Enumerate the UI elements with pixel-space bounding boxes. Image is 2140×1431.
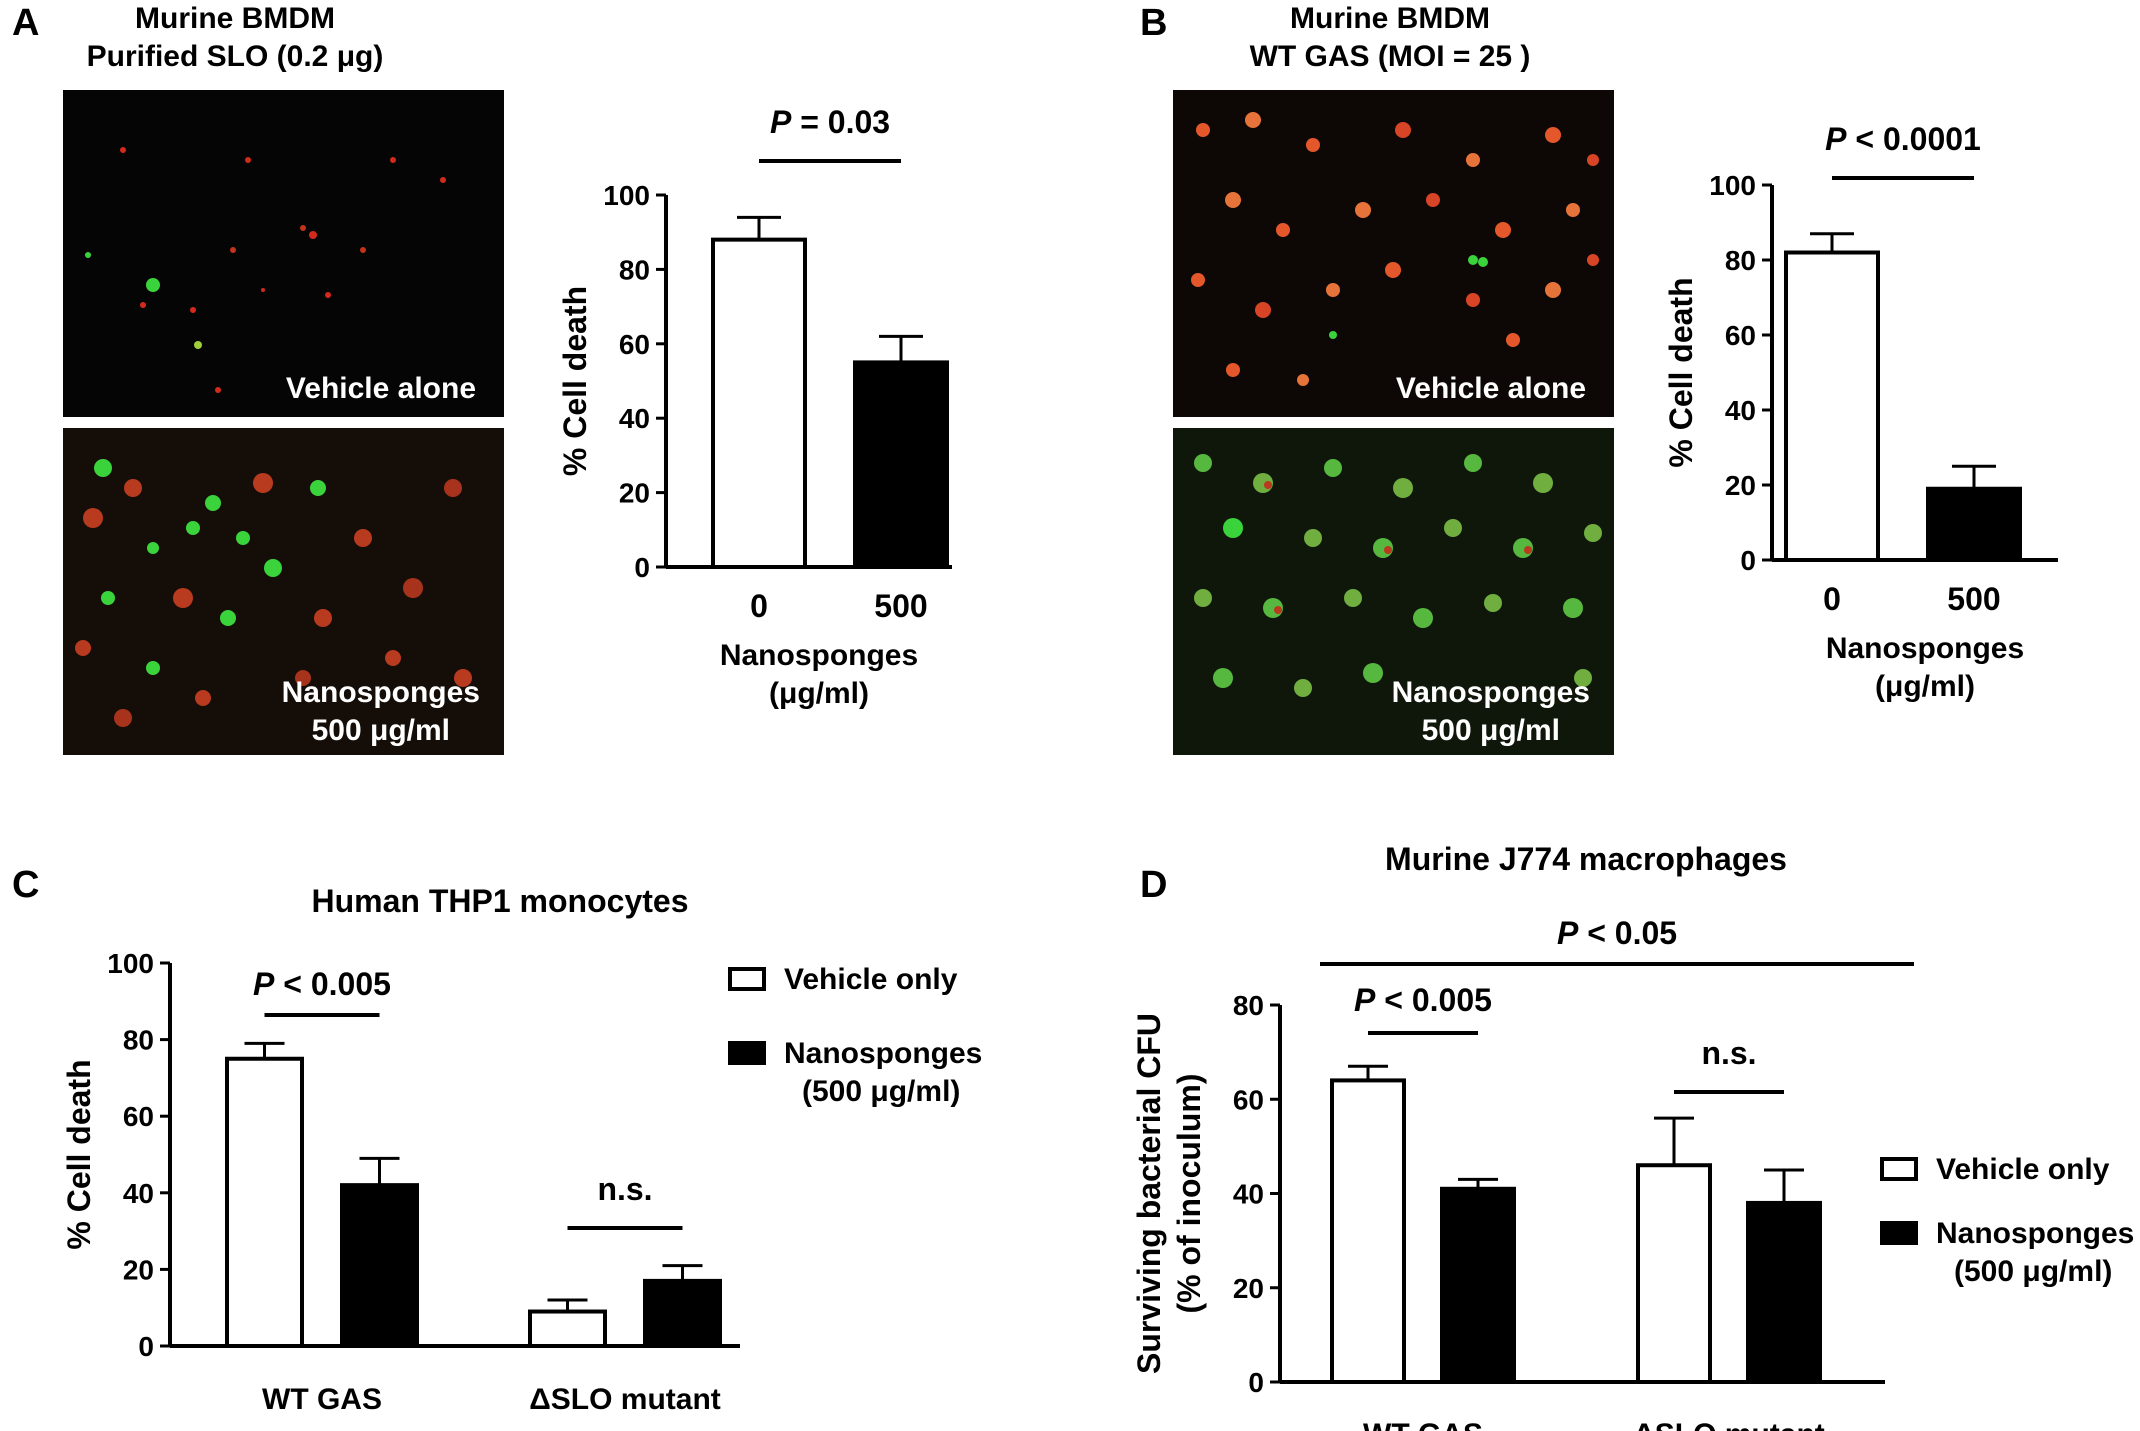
legend-label-line2-d-1: (500 μg/ml) bbox=[1954, 1255, 2112, 1288]
micrograph-a-vehicle-cells bbox=[63, 90, 504, 417]
significance-label-c: P < 0.005 bbox=[253, 966, 391, 1002]
micrograph-b-nanosponges-label-line2: 500 μg/ml bbox=[1421, 714, 1560, 747]
x-axis-label-units-a: (μg/ml) bbox=[769, 677, 869, 710]
x-axis-label-b: Nanosponges bbox=[1826, 632, 2024, 665]
bar-c-1-0 bbox=[528, 1309, 607, 1348]
bar-c-1-1 bbox=[643, 1278, 722, 1349]
y-tick-label-a: 0 bbox=[634, 552, 650, 583]
micrograph-b-vehicle-label: Vehicle alone bbox=[1395, 372, 1586, 405]
legend-label-line2-c-1: (500 μg/ml) bbox=[802, 1075, 960, 1108]
y-tick-label-c: 0 bbox=[138, 1331, 154, 1362]
y-tick-label-c: 80 bbox=[123, 1025, 154, 1056]
legend-swatch-d-1 bbox=[1880, 1221, 1918, 1245]
significance-label-c: n.s. bbox=[597, 1171, 652, 1207]
legend-label-c-1: Nanosponges bbox=[784, 1037, 982, 1070]
panel-letter-c: C bbox=[12, 864, 40, 906]
panel-letter-d: D bbox=[1140, 864, 1168, 906]
y-axis-label-a: % Cell death bbox=[557, 286, 593, 476]
x-tick-label-b: 0 bbox=[1823, 581, 1841, 617]
y-tick-label-a: 80 bbox=[619, 254, 650, 285]
micrograph-b-nanosponges-label-line1: Nanosponges bbox=[1391, 676, 1590, 709]
panel-a-title-line2: Purified SLO (0.2 μg) bbox=[86, 40, 384, 73]
legend-label-c-0: Vehicle only bbox=[784, 963, 958, 996]
chart-b: 0 20 40 60 80 100 0 500 Nanosponges (μg/ml) % Cell… bbox=[1663, 121, 2058, 703]
bar-a-500 bbox=[853, 360, 949, 569]
panel-letter-a: A bbox=[12, 2, 40, 44]
significance-label-d: P < 0.05 bbox=[1557, 915, 1677, 951]
legend-swatch-c-0 bbox=[728, 967, 766, 991]
x-tick-label-a: 0 bbox=[750, 588, 768, 624]
y-axis-label-b: % Cell death bbox=[1663, 277, 1699, 467]
micrograph-b-nanosponges: Nanosponges 500 μg/ml bbox=[1173, 428, 1614, 755]
bar-b-0 bbox=[1784, 250, 1880, 562]
significance-label-d: n.s. bbox=[1701, 1035, 1756, 1071]
panel-a-title-line1: Murine BMDM bbox=[135, 2, 335, 35]
chart-d: Murine J774 macrophages 0 20 40 60 80 WT GAS ΔS… bbox=[1131, 841, 2134, 1431]
y-tick-label-a: 60 bbox=[619, 329, 650, 360]
y-tick-label-d: 80 bbox=[1233, 990, 1264, 1021]
y-tick-label-d: 40 bbox=[1233, 1179, 1264, 1210]
y-tick-label-c: 60 bbox=[123, 1101, 154, 1132]
chart-c: Human THP1 monocytes 0 20 40 60 80 100 WT GAS ΔS… bbox=[61, 883, 982, 1416]
y-tick-label-b: 80 bbox=[1725, 245, 1756, 276]
legend-swatch-c-1 bbox=[728, 1041, 766, 1065]
x-axis-label-a: Nanosponges bbox=[720, 639, 918, 672]
y-tick-label-a: 40 bbox=[619, 403, 650, 434]
y-tick-label-b: 0 bbox=[1740, 545, 1756, 576]
micrograph-a-nanosponges: Nanosponges 500 μg/ml bbox=[63, 428, 504, 755]
chart-title-d: Murine J774 macrophages bbox=[1385, 841, 1787, 877]
panel-b-title-line2: WT GAS (MOI = 25 ) bbox=[1249, 40, 1531, 73]
bar-d-1-1 bbox=[1746, 1200, 1822, 1384]
micrograph-a-nanosponges-label-line1: Nanosponges bbox=[281, 676, 480, 709]
x-category-label-c: ΔSLO mutant bbox=[529, 1383, 721, 1416]
panel-letter-b: B bbox=[1140, 2, 1168, 44]
significance-label-b: P < 0.0001 bbox=[1825, 121, 1981, 157]
y-axis-label-d: Surviving bacterial CFU bbox=[1131, 1013, 1167, 1374]
x-category-label-c: WT GAS bbox=[262, 1383, 382, 1416]
bar-d-1-0 bbox=[1636, 1163, 1712, 1384]
micrograph-a-nanosponges-cells bbox=[63, 428, 504, 755]
micrograph-a-vehicle: Vehicle alone bbox=[63, 90, 504, 417]
x-tick-label-a: 500 bbox=[874, 588, 927, 624]
y-tick-label-d: 20 bbox=[1233, 1273, 1264, 1304]
y-tick-label-c: 40 bbox=[123, 1178, 154, 1209]
y-tick-label-c: 20 bbox=[123, 1254, 154, 1285]
bar-a-0 bbox=[711, 237, 807, 569]
significance-label-a: P = 0.03 bbox=[770, 104, 890, 140]
y-tick-label-d: 0 bbox=[1248, 1367, 1264, 1398]
chart-a: 0 20 40 60 80 100 0 500 Nanosponges (μg/ml) % Cell… bbox=[557, 104, 952, 710]
y-tick-label-a: 100 bbox=[603, 180, 650, 211]
y-tick-label-d: 60 bbox=[1233, 1084, 1264, 1115]
x-tick-label-b: 500 bbox=[1947, 581, 2000, 617]
y-tick-label-b: 100 bbox=[1709, 170, 1756, 201]
y-tick-label-b: 40 bbox=[1725, 395, 1756, 426]
y-axis-label-c: % Cell death bbox=[61, 1059, 97, 1249]
bar-d-0-1 bbox=[1440, 1186, 1516, 1384]
y-tick-label-b: 60 bbox=[1725, 320, 1756, 351]
legend-label-d-1: Nanosponges bbox=[1936, 1217, 2134, 1250]
micrograph-b-vehicle-cells bbox=[1173, 90, 1614, 417]
panel-b-title-line1: Murine BMDM bbox=[1290, 2, 1490, 35]
bar-d-0-0 bbox=[1330, 1078, 1406, 1384]
y-tick-label-b: 20 bbox=[1725, 470, 1756, 501]
micrograph-b-nanosponges-cells bbox=[1173, 428, 1614, 755]
bar-b-500 bbox=[1926, 486, 2022, 562]
bar-c-0-0 bbox=[225, 1056, 304, 1348]
x-category-label-d: WT GAS bbox=[1363, 1418, 1483, 1431]
chart-title-c: Human THP1 monocytes bbox=[312, 883, 689, 919]
y-axis-label-units-d: (% of inoculum) bbox=[1171, 1074, 1207, 1314]
micrograph-b-vehicle: Vehicle alone bbox=[1173, 90, 1614, 417]
y-tick-label-c: 100 bbox=[107, 948, 154, 979]
y-tick-label-a: 20 bbox=[619, 478, 650, 509]
x-category-label-d: ΔSLO mutant bbox=[1633, 1418, 1825, 1431]
legend-swatch-d-0 bbox=[1880, 1157, 1918, 1181]
bar-c-0-1 bbox=[340, 1183, 419, 1349]
x-axis-label-units-b: (μg/ml) bbox=[1875, 670, 1975, 703]
legend-label-d-0: Vehicle only bbox=[1936, 1153, 2110, 1186]
significance-label-d: P < 0.005 bbox=[1354, 982, 1492, 1018]
micrograph-a-nanosponges-label-line2: 500 μg/ml bbox=[311, 714, 450, 747]
micrograph-a-vehicle-label: Vehicle alone bbox=[285, 372, 476, 405]
